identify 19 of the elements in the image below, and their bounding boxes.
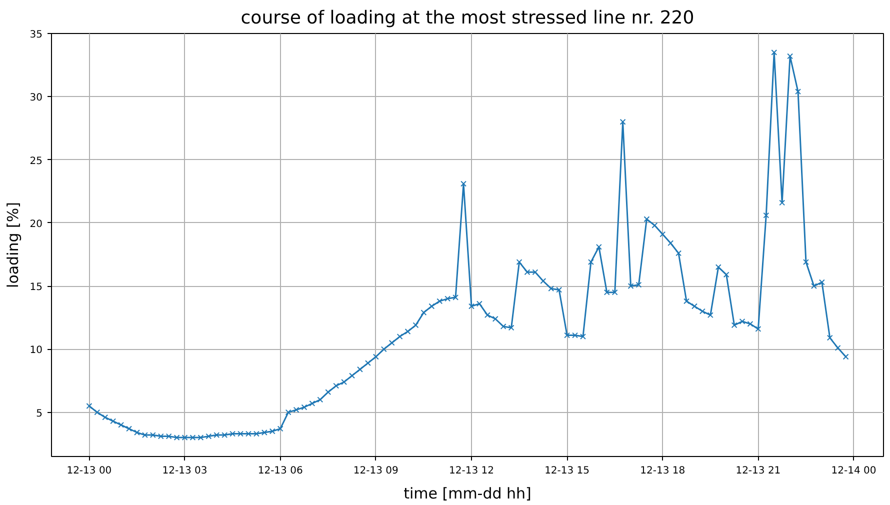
y-tick-label: 20 (30, 218, 43, 230)
y-tick-label: 25 (30, 156, 43, 167)
y-tick-label: 30 (30, 92, 43, 104)
x-tick-label: 12-13 00 (66, 466, 112, 476)
x-tick-label: 12-13 21 (736, 466, 781, 476)
x-tick-label: 12-13 03 (162, 466, 208, 476)
x-tick-label: 12-13 15 (544, 466, 590, 476)
x-tick-label: 12-13 09 (353, 466, 398, 476)
y-tick-label: 5 (36, 408, 43, 420)
y-axis-title: loading [%] (4, 202, 22, 288)
y-tick-label: 35 (30, 30, 43, 40)
x-tick-label: 12-14 00 (831, 466, 876, 476)
x-tick-label: 12-13 06 (258, 466, 303, 476)
x-tick-label: 12-13 18 (640, 466, 686, 476)
y-tick-label: 10 (30, 345, 43, 356)
chart-title: course of loading at the most stressed line nr. 220 (240, 8, 694, 28)
x-axis-title: time [mm-dd hh] (404, 484, 532, 502)
x-tick-label: 12-13 12 (449, 466, 494, 476)
y-tick-label: 15 (30, 282, 43, 294)
